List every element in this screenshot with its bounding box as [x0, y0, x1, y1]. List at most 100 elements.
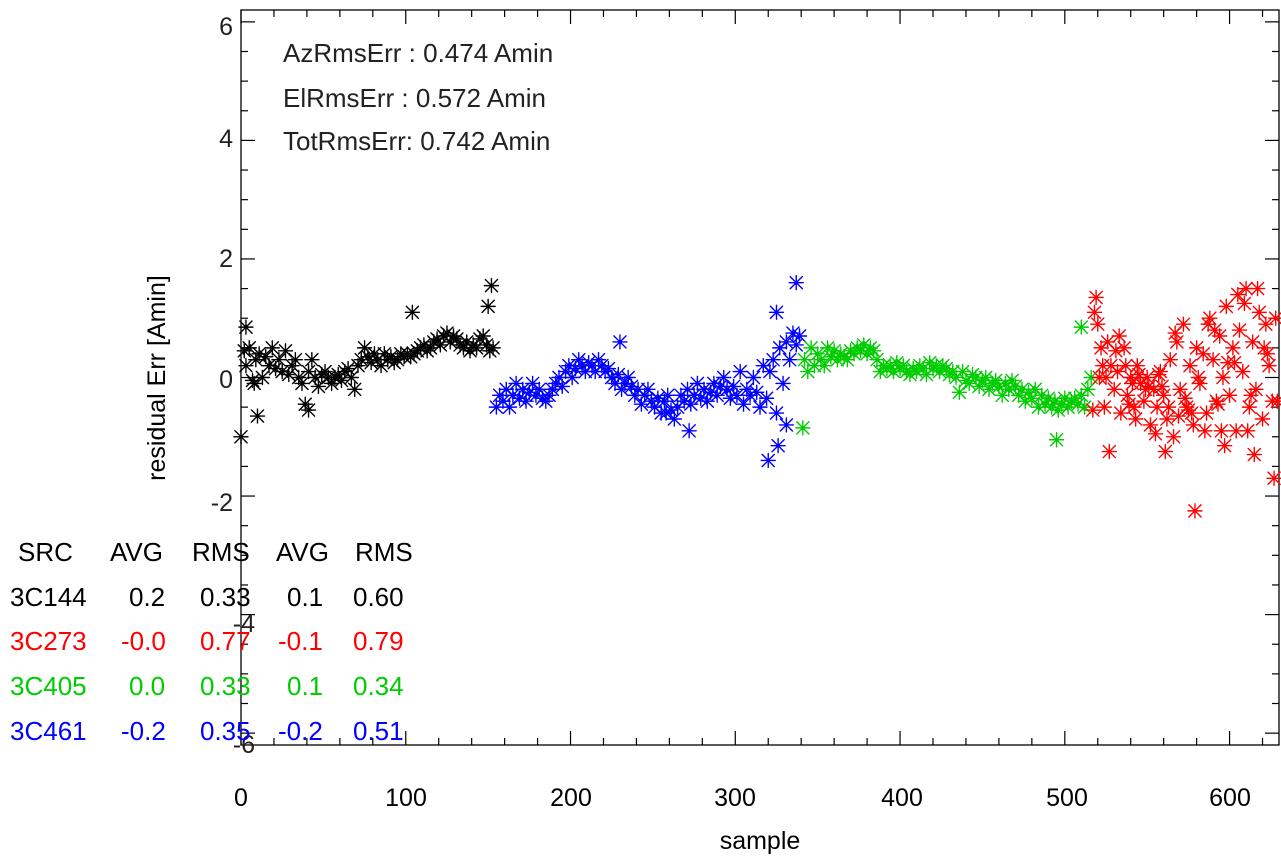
x-tick-label: 300 [714, 784, 756, 812]
row-rms2: 0.34 [353, 671, 404, 701]
data-point [343, 369, 360, 386]
data-point [1096, 399, 1113, 415]
data-point [813, 352, 829, 368]
data-point [528, 387, 544, 403]
data-point [300, 402, 317, 418]
data-point [1124, 375, 1141, 392]
data-point [1225, 340, 1241, 356]
data-point [1095, 357, 1111, 374]
data-point [620, 369, 636, 386]
data-point [485, 340, 501, 356]
data-point [264, 340, 281, 356]
data-point [1109, 363, 1126, 380]
data-point [518, 393, 534, 409]
data-point [389, 352, 406, 368]
series-markers [233, 277, 501, 445]
data-point [692, 390, 709, 406]
data-point [1152, 363, 1169, 380]
data-point [1195, 346, 1211, 362]
data-point [244, 372, 261, 389]
data-point [1205, 352, 1221, 368]
data-point [1043, 399, 1060, 415]
x-tick-label: 600 [1209, 784, 1251, 812]
data-point [600, 360, 617, 377]
x-tick-label: 0 [234, 784, 248, 812]
data-point [1126, 399, 1142, 415]
data-point [722, 390, 739, 406]
data-point [238, 357, 254, 374]
y-tick-label: -4 [233, 610, 255, 638]
data-point [511, 390, 528, 406]
data-point [852, 343, 869, 359]
data-point [1207, 322, 1223, 338]
data-point [666, 411, 683, 427]
data-point [1218, 298, 1234, 315]
data-point [1004, 372, 1020, 389]
data-point [1129, 357, 1145, 374]
data-point [612, 334, 628, 350]
data-point [1226, 354, 1243, 371]
row-avg1: -0.0 [121, 626, 166, 656]
table-row: 3C405 0.0 0.33 0.1 0.34 [10, 671, 404, 701]
row-avg2: 0.1 [287, 671, 323, 701]
data-point [515, 381, 531, 398]
data-point [1034, 387, 1050, 403]
table-row: 3C461 -0.2 0.35 -0.2 0.51 [10, 716, 404, 746]
data-point [968, 369, 984, 386]
data-point [521, 384, 538, 401]
data-point [1244, 334, 1261, 350]
data-point [429, 331, 445, 347]
data-point [238, 319, 254, 335]
data-point [1108, 343, 1124, 359]
y-tick-labels: 6 4 2 0 -2 -4 -6 [211, 13, 255, 759]
data-point [683, 396, 699, 412]
data-point [360, 349, 376, 365]
data-point [294, 375, 310, 392]
series-markers [795, 319, 1099, 448]
data-point [760, 452, 776, 469]
data-point [1197, 423, 1213, 439]
data-point [617, 375, 633, 392]
data-point [1076, 399, 1093, 415]
data-point [567, 360, 584, 377]
data-point [248, 352, 264, 368]
data-point [1269, 393, 1281, 409]
data-point [1151, 366, 1167, 383]
data-point [271, 352, 287, 368]
data-point [1241, 399, 1258, 415]
data-point [716, 369, 732, 386]
data-point [455, 340, 472, 356]
data-point [297, 396, 313, 412]
data-point [1266, 470, 1281, 486]
data-point [719, 381, 735, 398]
data-point [541, 387, 557, 403]
data-point [547, 375, 564, 392]
data-point [1050, 402, 1066, 418]
data-point [1067, 390, 1083, 406]
data-point [902, 366, 918, 383]
data-point [350, 357, 366, 374]
data-point [267, 360, 284, 377]
data-point [1202, 310, 1218, 326]
data-point [1030, 399, 1047, 415]
data-point [1136, 393, 1152, 409]
el-rms-label: ElRmsErr : 0.572 Amin [283, 83, 546, 113]
data-point [706, 375, 722, 392]
data-point [574, 357, 590, 374]
data-point [997, 375, 1014, 392]
row-src: 3C273 [10, 626, 87, 656]
data-point [1101, 443, 1117, 460]
row-avg2: -0.1 [278, 626, 323, 656]
data-point [1083, 369, 1099, 386]
data-point [676, 393, 692, 409]
data-point [1190, 369, 1206, 386]
data-point [432, 337, 449, 353]
data-point [1256, 340, 1272, 356]
series-markers [488, 274, 808, 469]
data-point [749, 384, 765, 401]
data-point [1047, 393, 1063, 409]
data-point [1137, 381, 1154, 398]
data-point [307, 369, 323, 386]
data-point [627, 387, 643, 403]
data-point [1258, 316, 1274, 332]
